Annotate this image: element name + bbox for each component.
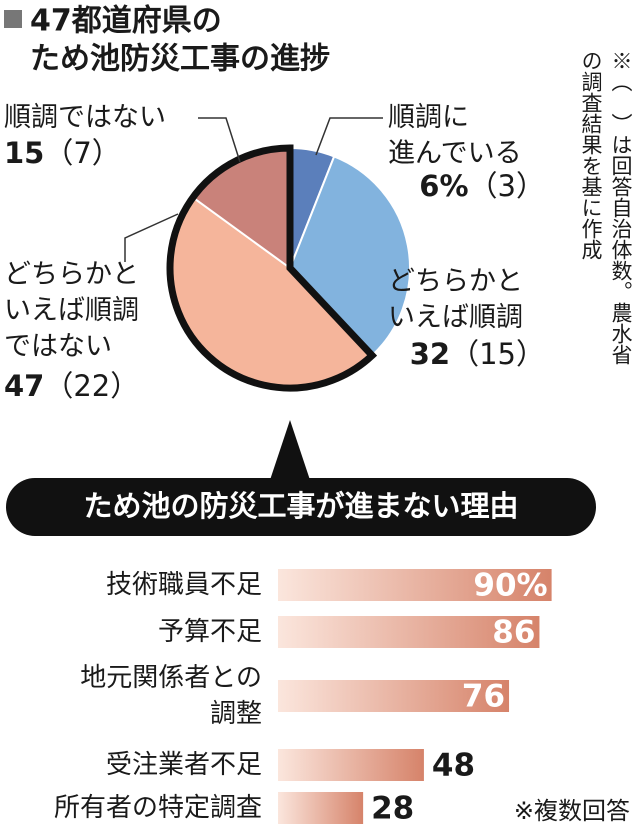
- value-label: 28: [371, 791, 414, 827]
- pie-slice: [288, 155, 411, 357]
- value-label: 47: [4, 369, 44, 403]
- highlight-outline: [166, 144, 378, 392]
- bar-title: ため池の防災工事が進まない理由: [83, 489, 518, 523]
- footnote: ※複数回答: [514, 797, 630, 825]
- leader-line: [198, 117, 241, 163]
- slice-value: 47（22）: [4, 369, 139, 403]
- slice-value: 15（7）: [4, 136, 121, 170]
- chart-title: ため池防災工事の進捗: [30, 42, 330, 77]
- category-label: 受注業者不足: [106, 750, 262, 780]
- bar: [278, 569, 552, 601]
- chart-title: 47都道府県の: [30, 4, 222, 39]
- bar: [278, 749, 424, 781]
- value-label: 6%: [419, 169, 468, 203]
- count-label: （15）: [450, 337, 545, 371]
- bars: 技術職員不足 90% 予算不足 86 地元関係者との調整 76 受注業者不足 48 所有者の特定…: [54, 568, 552, 827]
- slice-label: 順調ではない: [4, 102, 166, 133]
- pointer: [270, 420, 310, 480]
- category-label: 予算不足: [158, 617, 262, 647]
- bar: [278, 616, 540, 648]
- source-note: ※（ ）は回答自治体数。農水省 の調査結果を基に作成: [579, 50, 633, 365]
- value-label: 15: [4, 136, 44, 170]
- category-label: 技術職員不足: [106, 570, 262, 600]
- count-label: （22）: [44, 369, 139, 403]
- banner: [6, 478, 596, 536]
- bar: [278, 680, 510, 712]
- leader-line: [124, 213, 179, 262]
- title-icon: [4, 10, 22, 28]
- leader-line: [315, 117, 383, 156]
- count-label: （3）: [469, 169, 545, 203]
- value-label: 48: [432, 748, 475, 784]
- value-label: 76: [462, 679, 505, 715]
- value-label: 86: [492, 615, 535, 651]
- bar: [278, 792, 364, 824]
- slice-label: どちらかといえば順調: [388, 266, 523, 333]
- slice-label: どちらかといえば順調ではない: [4, 259, 139, 362]
- slice-label: 順調に進んでいる: [388, 102, 522, 169]
- value-label: 90%: [473, 568, 547, 604]
- count-label: （7）: [44, 136, 120, 170]
- category-label: 地元関係者との調整: [80, 663, 262, 729]
- value-label: 32: [410, 337, 450, 371]
- category-label: 所有者の特定調査: [54, 793, 262, 823]
- slice-value: 32（15）: [410, 337, 545, 371]
- slice-value: 6%（3）: [419, 169, 545, 203]
